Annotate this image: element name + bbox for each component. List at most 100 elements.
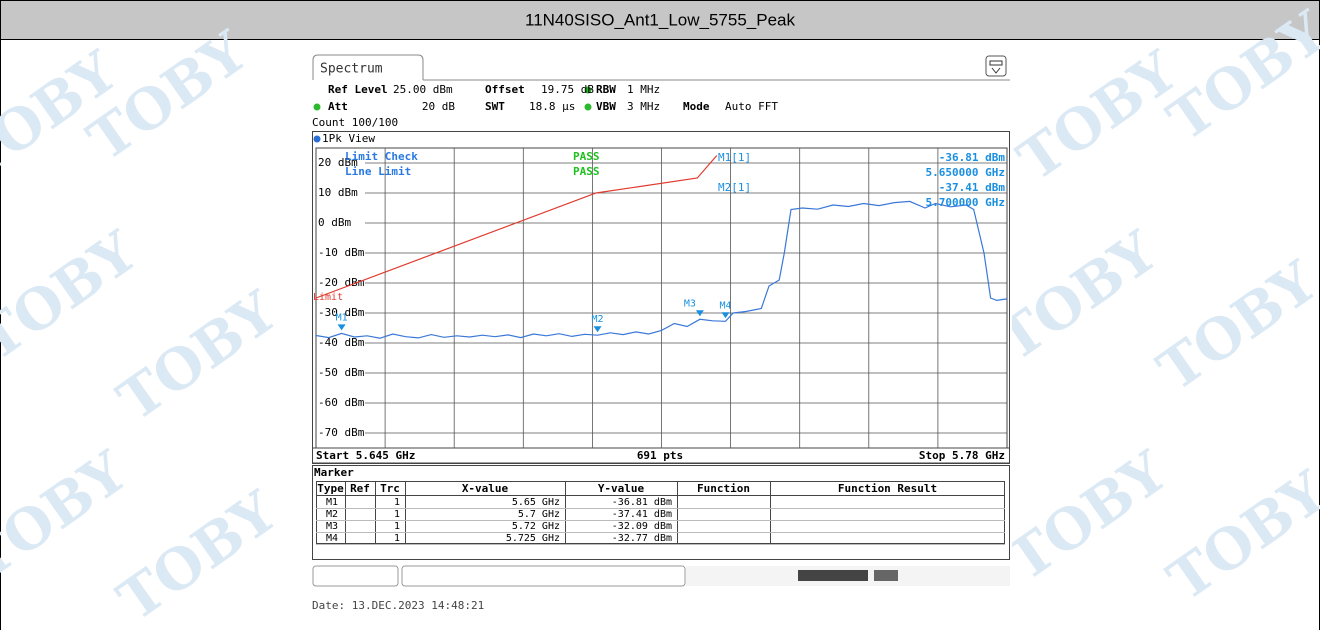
rbw-dot: [584, 86, 592, 94]
setting-label: VBW: [596, 100, 616, 113]
table-cell: -37.41 dBm: [612, 509, 672, 520]
marker: [721, 312, 730, 319]
vbw-dot: [584, 103, 592, 111]
y-tick-label: -60 dBm: [318, 396, 365, 409]
readout-freq: 5.650000 GHz: [926, 166, 1005, 179]
readout-value: -36.81 dBm: [939, 151, 1006, 164]
setting-value: 25.00 dBm: [393, 83, 453, 96]
status-box: [312, 565, 399, 587]
column-header: Trc: [380, 482, 400, 495]
column-header: X-value: [462, 482, 509, 495]
status-bar: [798, 570, 868, 581]
menu-glyph: [989, 60, 1003, 74]
column-header: Y-value: [598, 482, 645, 495]
table-frame: [316, 481, 1005, 544]
y-tick-label: -40 dBm: [318, 336, 365, 349]
y-tick-label: -20 dBm: [318, 276, 365, 289]
view-label: 1Pk View: [322, 132, 375, 145]
readout-label: M1[1]: [718, 151, 751, 164]
table-cell: 1: [394, 509, 400, 520]
marker-label: M2: [591, 314, 603, 325]
start-label: Start 5.645 GHz: [316, 449, 415, 462]
watermark: TOBY: [106, 278, 290, 434]
y-tick-label: -50 dBm: [318, 366, 365, 379]
table-cell: 1: [394, 497, 400, 508]
setting-label: Offset: [485, 83, 525, 96]
table-cell: -32.09 dBm: [612, 521, 672, 532]
date: Date: 13.DEC.2023 14:48:21: [312, 599, 484, 612]
watermark: TOBY: [106, 478, 290, 630]
table-cell: M4: [326, 533, 338, 544]
limit-line: [315, 155, 718, 299]
count: Count 100/100: [312, 116, 398, 129]
y-tick-label: 0 dBm: [318, 216, 351, 229]
y-tick-label: 10 dBm: [318, 186, 358, 199]
check-label: Line Limit: [345, 165, 411, 178]
setting-value: 20 dB: [422, 100, 455, 113]
view-dot: [313, 135, 321, 143]
marker-table: Type Ref Trc X-value Y-value Function Function…: [316, 481, 1005, 545]
setting-value: 1 MHz: [627, 83, 660, 96]
readout-value: -37.41 dBm: [939, 181, 1006, 194]
readout-freq: 5.700000 GHz: [926, 196, 1005, 209]
setting-label: Mode: [683, 100, 710, 113]
tab-label: Spectrum: [320, 62, 383, 77]
stop-label: Stop 5.78 GHz: [919, 449, 1005, 462]
readout-label: M2[1]: [718, 181, 751, 194]
table-cell: 5.72 GHz: [512, 521, 560, 532]
limit-label: Limit: [313, 292, 343, 303]
y-tick-label: -10 dBm: [318, 246, 365, 259]
table-cell: M3: [326, 521, 338, 532]
check-label: Limit Check: [345, 150, 418, 163]
att-dot: [313, 103, 321, 111]
marker-label: M4: [719, 300, 731, 311]
tab: [312, 54, 424, 80]
header-bar: [0, 0, 1320, 40]
page-title: 11N40SISO_Ant1_Low_5755_Peak: [525, 10, 795, 29]
column-header: Type: [317, 482, 344, 495]
table-cell: 5.7 GHz: [518, 509, 560, 520]
setting-label: SWT: [485, 100, 505, 113]
points-label: 691 pts: [637, 449, 683, 462]
table-cell: M2: [326, 509, 338, 520]
column-header: Function Result: [838, 482, 937, 495]
watermark: TOBY: [996, 438, 1180, 594]
watermark: TOBY: [1146, 248, 1320, 404]
marker-label: M3: [684, 298, 696, 309]
watermark: TOBY: [0, 218, 150, 374]
marker: [695, 310, 704, 317]
marker-table-title: Marker: [314, 466, 354, 479]
trace: [315, 200, 1008, 339]
watermark: TOBY: [1156, 458, 1320, 614]
setting-label: RBW: [596, 83, 616, 96]
check-result: PASS: [573, 165, 600, 178]
marker: [337, 324, 346, 331]
setting-value: Auto FFT: [725, 100, 778, 113]
status-icon: [874, 570, 898, 581]
setting-label: Att: [328, 100, 348, 113]
y-tick-label: 20 dBm: [318, 156, 358, 169]
table-cell: -36.81 dBm: [612, 497, 672, 508]
table-cell: M1: [326, 497, 338, 508]
y-tick-label: -70 dBm: [318, 426, 365, 439]
table-cell: -32.77 dBm: [612, 533, 672, 544]
check-result: PASS: [573, 150, 600, 163]
setting-value: 19.75 dB: [541, 83, 594, 96]
watermark: TOBY: [1006, 38, 1190, 194]
marker-label: M1: [336, 312, 348, 323]
setting-value: 18.8 µs: [529, 100, 575, 113]
table-cell: 1: [394, 521, 400, 532]
table-cell: 5.65 GHz: [512, 497, 560, 508]
column-header: Ref: [350, 482, 370, 495]
watermark: TOBY: [986, 218, 1170, 374]
y-tick-label: -30 dBm: [318, 306, 365, 319]
status-box: [401, 565, 686, 587]
setting-label: Ref Level: [328, 83, 388, 96]
marker: [593, 326, 602, 333]
table-cell: 1: [394, 533, 400, 544]
column-header: Function: [697, 482, 750, 495]
table-cell: 5.725 GHz: [506, 533, 560, 544]
setting-value: 3 MHz: [627, 100, 660, 113]
